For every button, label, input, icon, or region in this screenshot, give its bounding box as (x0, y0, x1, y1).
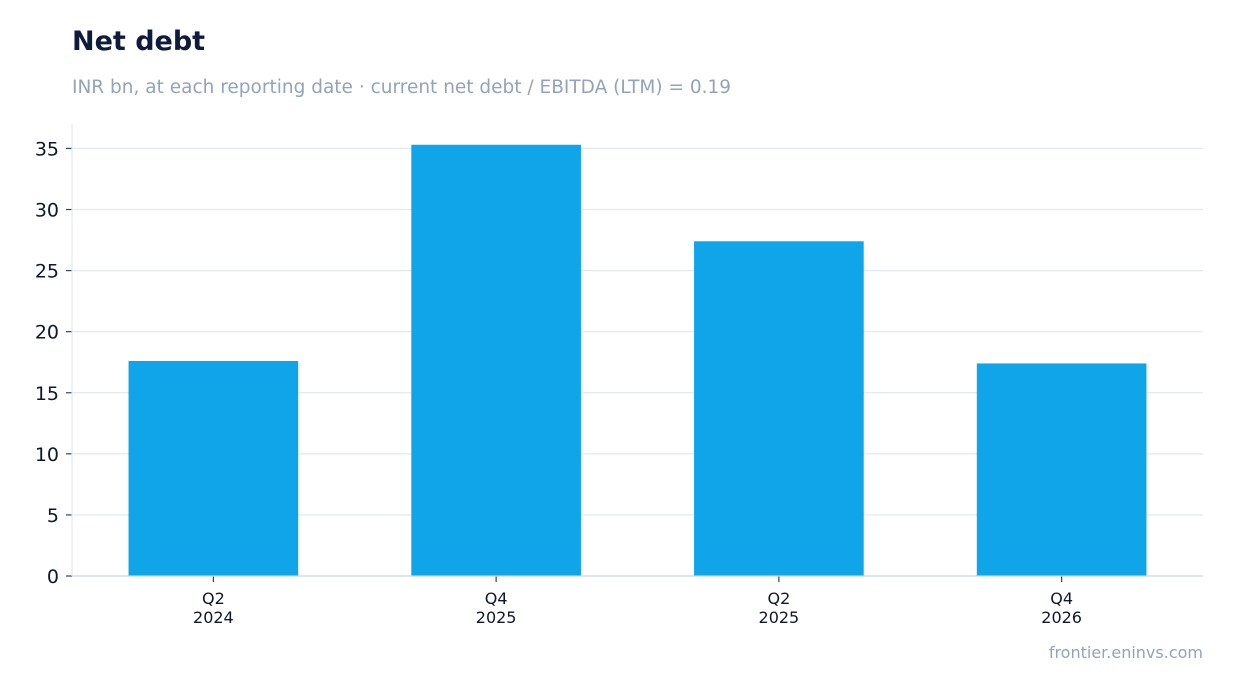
y-tick-label: 30 (35, 200, 59, 222)
chart-subtitle: INR bn, at each reporting date · current… (72, 77, 732, 98)
y-tick-label: 25 (35, 261, 59, 283)
chart-title: Net debt (72, 26, 206, 57)
x-tick-label: Q4 (1050, 589, 1073, 608)
bar (128, 360, 299, 576)
y-tick-label: 10 (35, 444, 59, 466)
y-tick-label: 15 (35, 383, 59, 405)
x-tick-label: 2026 (1041, 608, 1082, 627)
x-tick-label: Q4 (485, 589, 508, 608)
x-tick-label: 2025 (759, 608, 800, 627)
axes (66, 124, 1203, 582)
bar (976, 363, 1147, 576)
bar (411, 144, 581, 576)
source-credit: frontier.eninvs.com (1048, 643, 1203, 662)
bars (128, 144, 1147, 576)
y-tick-label: 5 (47, 505, 59, 527)
x-tick-label: 2024 (193, 608, 234, 627)
y-tick-label: 0 (47, 566, 59, 588)
y-tick-label: 20 (35, 322, 59, 344)
x-tick-label: Q2 (767, 589, 790, 608)
x-tick-label: Q2 (202, 589, 225, 608)
bar (694, 241, 864, 576)
x-tick-label: 2025 (476, 608, 517, 627)
y-tick-label: 35 (35, 138, 59, 160)
